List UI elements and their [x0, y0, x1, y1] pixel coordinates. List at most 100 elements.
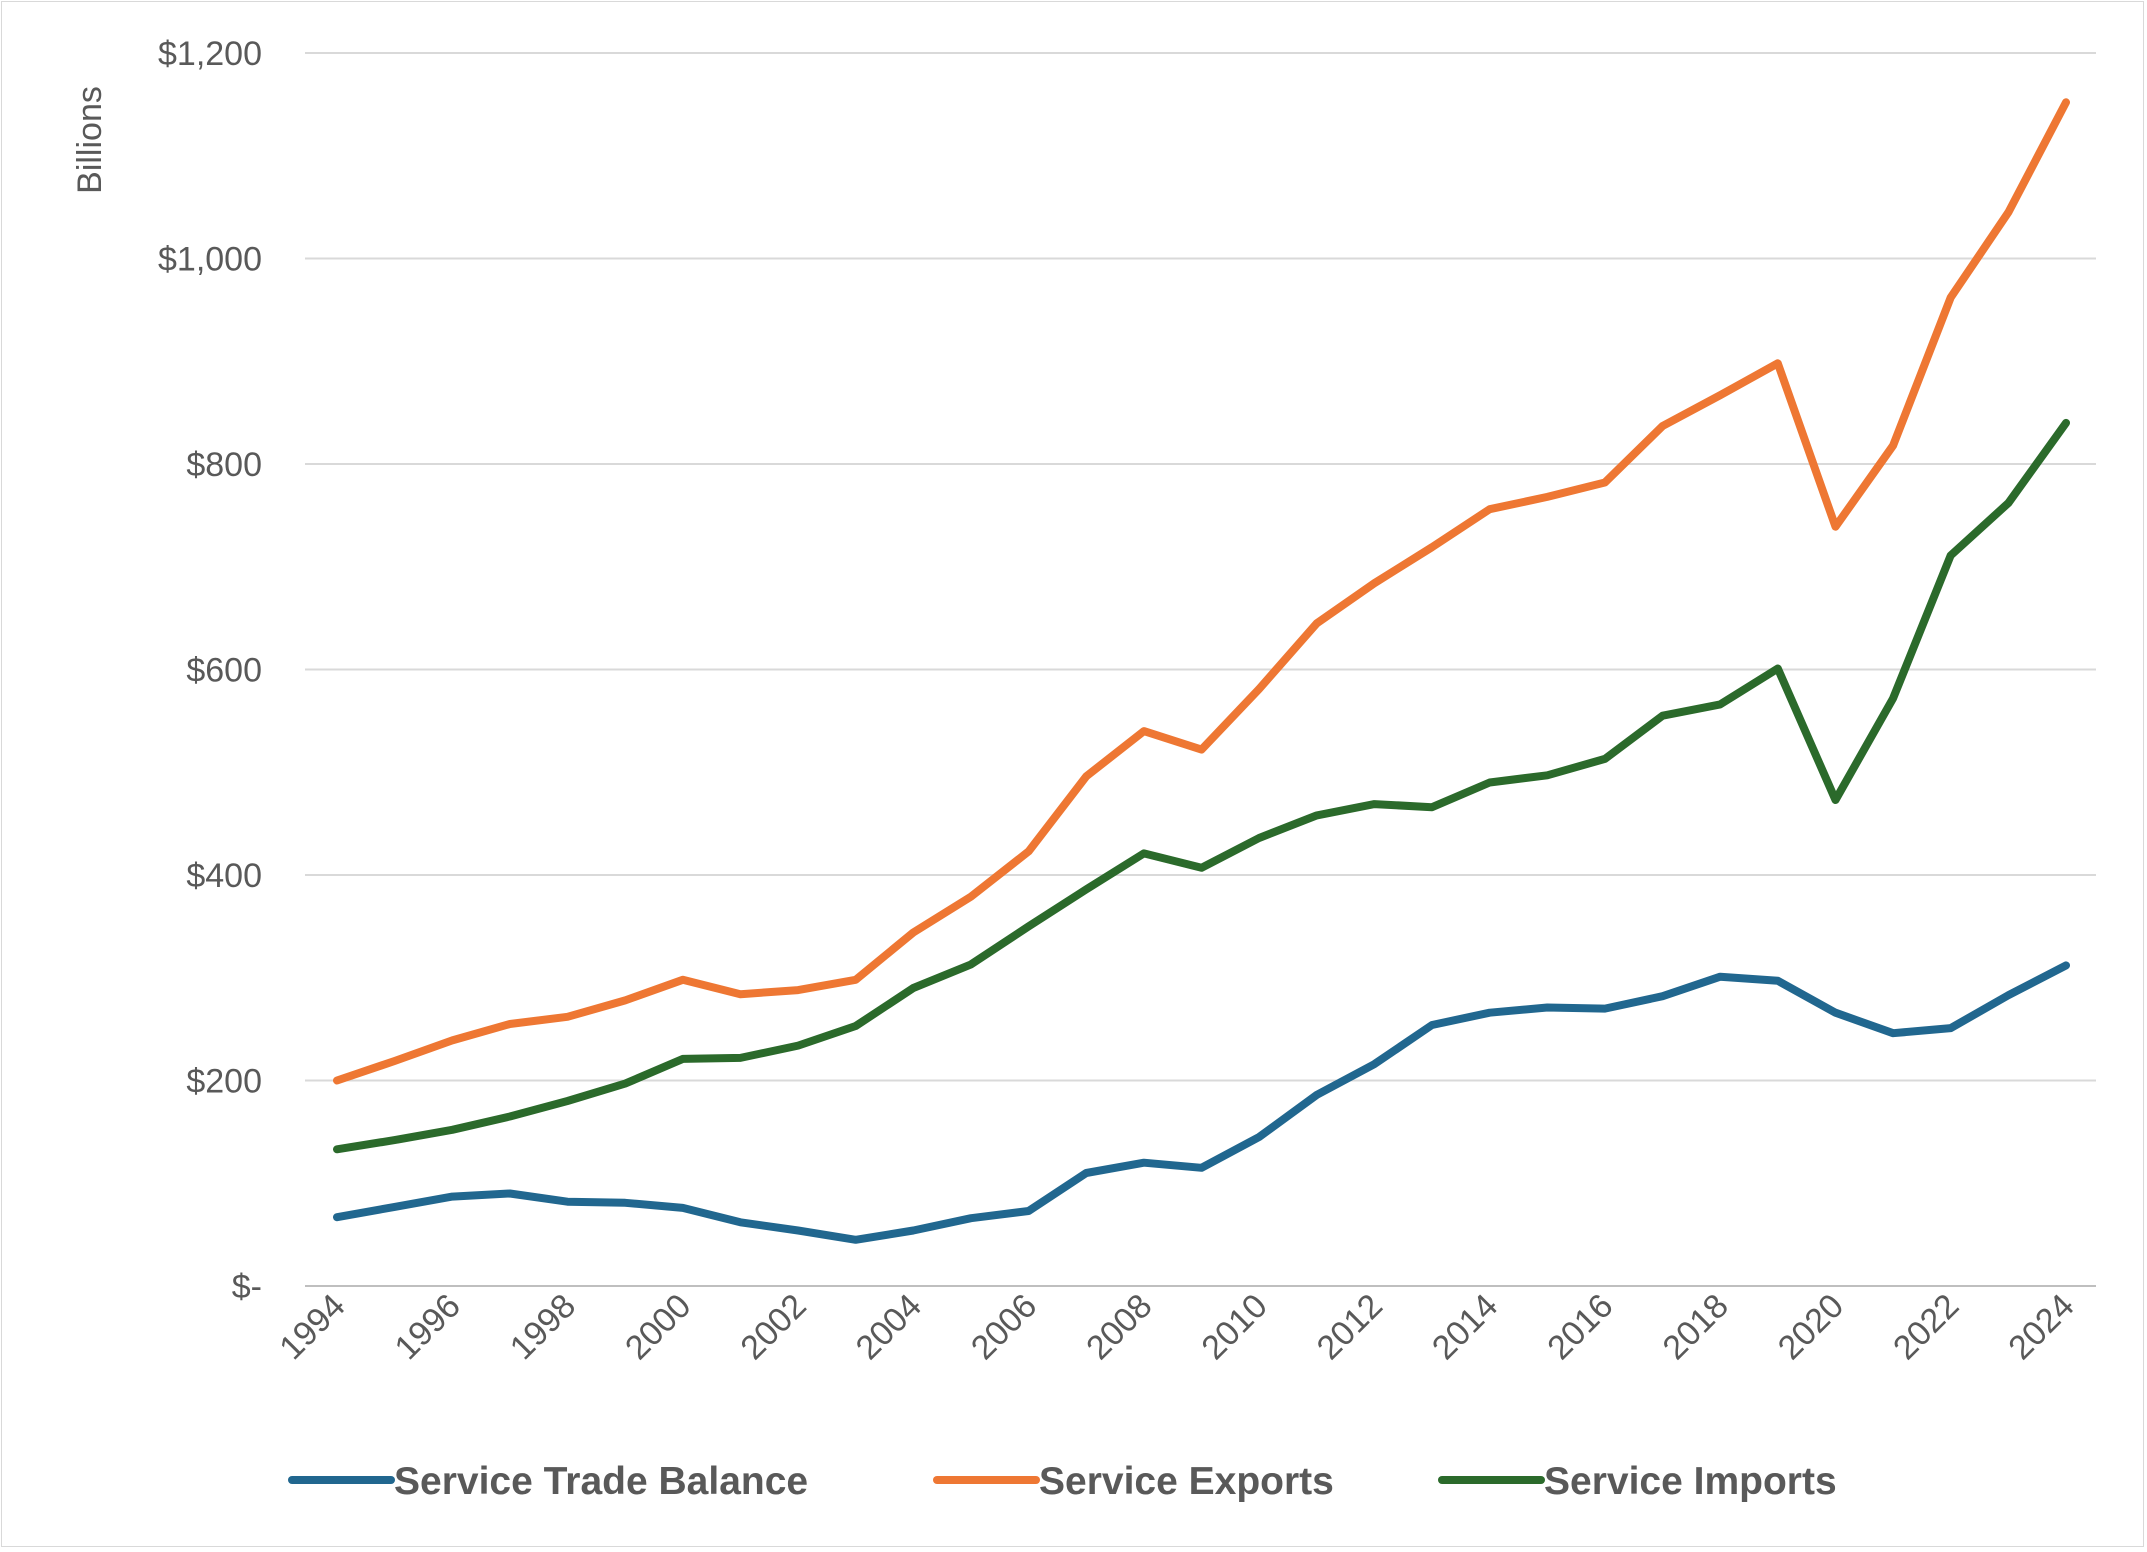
data-point: [1543, 493, 1551, 501]
data-point: [909, 929, 917, 937]
y-tick-label: $-: [232, 1268, 262, 1306]
data-point: [1313, 619, 1321, 627]
data-point: [1889, 694, 1897, 702]
data-point: [1428, 543, 1436, 551]
data-point: [909, 984, 917, 992]
series-group: [333, 961, 2070, 1244]
data-point: [1140, 849, 1148, 857]
data-point: [1370, 1060, 1378, 1068]
data-point: [391, 1057, 399, 1065]
x-tick-label: 2012: [1310, 1287, 1390, 1367]
y-tick-label: $800: [186, 446, 262, 484]
x-tick-label: 1996: [388, 1287, 468, 1367]
data-point: [1486, 1009, 1494, 1017]
data-point: [391, 1136, 399, 1144]
data-point: [794, 986, 802, 994]
data-point: [1716, 700, 1724, 708]
data-point: [1428, 803, 1436, 811]
y-tick-label: $200: [186, 1063, 262, 1101]
data-point: [1313, 1091, 1321, 1099]
data-point: [1774, 664, 1782, 672]
data-point: [1486, 505, 1494, 513]
data-point: [967, 1214, 975, 1222]
data-point: [1947, 1024, 1955, 1032]
data-point: [1659, 422, 1667, 430]
series-line: [333, 961, 2070, 1244]
data-point: [1140, 727, 1148, 735]
data-point: [506, 1190, 514, 1198]
legend-label: Service Imports: [1544, 1460, 1837, 1503]
x-tick-label: 1998: [503, 1287, 583, 1367]
data-point: [1716, 973, 1724, 981]
data-point: [1025, 1207, 1033, 1215]
data-point: [1947, 294, 1955, 302]
data-point: [1198, 1164, 1206, 1172]
data-point: [333, 1213, 341, 1221]
data-point: [333, 1077, 341, 1085]
y-axis-title: Billions: [71, 86, 109, 194]
x-tick-label: 2000: [618, 1287, 698, 1367]
data-point: [679, 1055, 687, 1063]
series-line: [333, 98, 2070, 1085]
data-point: [967, 893, 975, 901]
data-point: [448, 1126, 456, 1134]
data-point: [1831, 796, 1839, 804]
x-tick-label: 1994: [272, 1287, 352, 1367]
y-tick-label: $400: [186, 857, 262, 895]
data-point: [2062, 98, 2070, 106]
x-axis-tick-labels: 1994 1996 1998 2000 2002 2004 2006 2008 2010 2012…: [272, 1287, 2081, 1367]
data-point: [621, 1080, 629, 1088]
legend-item: Service Exports: [933, 1460, 1334, 1503]
data-point: [794, 1227, 802, 1235]
data-point: [333, 1145, 341, 1153]
gridlines: [305, 52, 2096, 1287]
data-point: [1428, 1021, 1436, 1029]
data-point: [1313, 811, 1321, 819]
series-group: [333, 98, 2070, 1085]
x-tick-label: 2020: [1771, 1287, 1851, 1367]
y-tick-label: $1,000: [158, 241, 262, 279]
data-point: [1659, 992, 1667, 1000]
data-point: [1255, 685, 1263, 693]
y-tick-label: $600: [186, 652, 262, 690]
x-tick-label: 2010: [1194, 1287, 1274, 1367]
x-tick-label: 2018: [1656, 1287, 1736, 1367]
data-point: [2004, 208, 2012, 216]
data-point: [1601, 755, 1609, 763]
data-point: [852, 976, 860, 984]
data-point: [1370, 800, 1378, 808]
data-point: [736, 990, 744, 998]
data-point: [621, 996, 629, 1004]
data-point: [1140, 1159, 1148, 1167]
x-tick-label: 2024: [2001, 1287, 2081, 1367]
data-point: [736, 1054, 744, 1062]
data-point: [1601, 1005, 1609, 1013]
x-tick-label: 2002: [733, 1287, 813, 1367]
data-point: [679, 976, 687, 984]
data-point: [564, 1013, 572, 1021]
data-point: [1370, 579, 1378, 587]
data-point: [1255, 834, 1263, 842]
series-group: [333, 418, 2070, 1154]
data-point: [1831, 1009, 1839, 1017]
data-point: [2062, 419, 2070, 427]
data-point: [448, 1036, 456, 1044]
data-point: [1947, 551, 1955, 559]
data-point: [564, 1198, 572, 1206]
legend-label: Service Exports: [1039, 1460, 1334, 1503]
x-tick-label: 2022: [1886, 1287, 1966, 1367]
data-point: [1025, 922, 1033, 930]
data-point: [2062, 961, 2070, 969]
data-point: [2004, 499, 2012, 507]
data-point: [1831, 523, 1839, 531]
data-point: [448, 1193, 456, 1201]
data-point: [1543, 771, 1551, 779]
data-point: [1601, 478, 1609, 486]
data-point: [506, 1112, 514, 1120]
data-point: [1082, 772, 1090, 780]
series-line: [333, 418, 2070, 1154]
series-lines: [333, 98, 2070, 1244]
data-point: [1025, 847, 1033, 855]
data-point: [391, 1203, 399, 1211]
